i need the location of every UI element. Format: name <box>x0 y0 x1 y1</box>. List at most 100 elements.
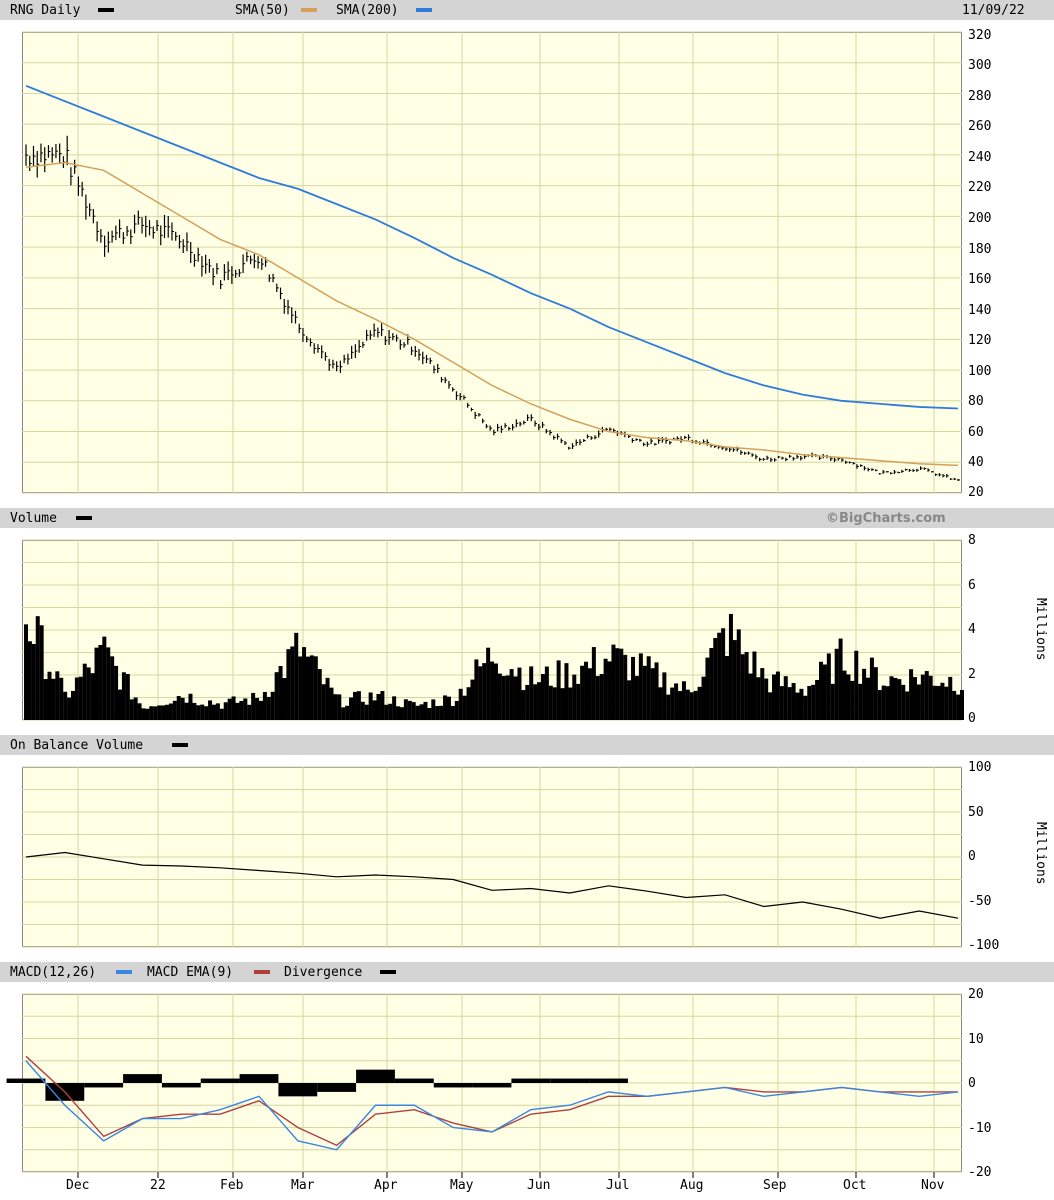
price-legend-swatch <box>98 8 114 12</box>
volume-bar <box>681 681 686 720</box>
volume-bar <box>333 694 338 720</box>
volume-bar <box>490 661 495 720</box>
volume-bar <box>501 675 506 720</box>
divergence-bar <box>200 1078 240 1083</box>
volume-bar <box>317 669 322 720</box>
volume-bar <box>826 653 831 720</box>
volume-bar <box>842 670 847 720</box>
volume-bar <box>184 702 189 720</box>
volume-bar <box>556 660 561 720</box>
volume-bar <box>772 674 777 720</box>
volume-bar <box>454 700 459 720</box>
volume-bar <box>458 688 463 720</box>
volume-bar <box>631 656 636 720</box>
volume-bar <box>552 687 557 720</box>
volume-bar <box>364 704 369 720</box>
volume-bar <box>266 696 271 720</box>
price-y-tick: 240 <box>968 150 992 165</box>
volume-bar <box>697 686 702 720</box>
volume-bar <box>392 696 397 720</box>
volume-bar <box>423 701 428 720</box>
volume-bar <box>736 629 741 720</box>
volume-bar <box>43 679 48 720</box>
volume-bar <box>509 669 514 720</box>
volume-bar <box>470 679 475 720</box>
volume-bar <box>384 704 389 720</box>
volume-bar <box>403 699 408 720</box>
volume-bar <box>235 702 240 720</box>
volume-bar <box>584 661 589 720</box>
volume-bar <box>196 705 201 720</box>
macd-y-tick: -20 <box>968 1165 992 1180</box>
volume-bar <box>529 666 534 720</box>
price-y-tick: 60 <box>968 425 984 440</box>
divergence-bar <box>123 1074 162 1083</box>
volume-bar <box>928 675 933 720</box>
volume-bar <box>540 673 545 720</box>
chart-date: 11/09/22 <box>962 3 1025 18</box>
volume-bar <box>55 671 60 720</box>
volume-bar <box>24 624 28 720</box>
volume-bar <box>705 657 710 720</box>
volume-bar <box>211 704 216 720</box>
volume-bar <box>133 697 138 720</box>
volume-bar <box>274 672 279 720</box>
volume-bar <box>791 683 796 720</box>
volume-bar <box>866 677 871 720</box>
volume-bar <box>936 685 941 720</box>
volume-bar <box>98 644 103 720</box>
volume-bar <box>807 686 812 720</box>
volume-bar <box>619 648 624 720</box>
divergence-bar <box>84 1083 124 1088</box>
volume-bar <box>783 676 788 720</box>
volume-bar <box>399 707 404 720</box>
macd-ema-legend-swatch <box>254 970 270 974</box>
volume-bar <box>646 656 651 720</box>
volume-bar <box>850 680 855 720</box>
volume-bar <box>799 688 804 720</box>
volume-bar <box>192 702 197 720</box>
price-y-tick: 160 <box>968 272 992 287</box>
x-tick-month: Nov <box>921 1178 945 1193</box>
obv-line <box>25 851 959 919</box>
divergence-bar <box>511 1078 551 1083</box>
volume-bar <box>286 649 291 720</box>
volume-bar <box>290 646 295 720</box>
volume-bar <box>748 673 753 720</box>
sma200-line <box>25 84 959 410</box>
volume-bar <box>650 668 655 720</box>
volume-bar <box>270 691 275 720</box>
volume-bar <box>497 673 502 720</box>
volume-bar <box>180 697 185 720</box>
price-y-tick: 20 <box>968 485 984 500</box>
x-tick-month: 22 <box>150 1178 166 1193</box>
volume-bar <box>901 684 906 720</box>
volume-bar <box>838 638 843 720</box>
volume-bar <box>916 684 921 720</box>
volume-bar <box>255 697 260 720</box>
price-y-tick: 200 <box>968 211 992 226</box>
price-y-tick: 80 <box>968 394 984 409</box>
volume-bar <box>709 648 714 720</box>
x-tick-month: Dec <box>66 1178 90 1193</box>
volume-bar <box>544 666 549 720</box>
volume-bar <box>834 648 839 720</box>
volume-bar <box>905 691 910 720</box>
volume-bar <box>368 692 373 720</box>
volume-bar <box>564 663 569 720</box>
volume-bar <box>744 652 749 720</box>
price-panel-header: RNG Daily SMA(50) SMA(200) 11/09/22 <box>0 0 1054 20</box>
volume-bar <box>920 674 925 720</box>
volume-bar <box>674 683 679 720</box>
volume-bar <box>262 691 267 720</box>
volume-bar <box>670 687 675 720</box>
volume-bar <box>482 663 487 720</box>
volume-bar <box>822 664 827 720</box>
volume-bar <box>795 692 800 720</box>
volume-bar <box>803 695 808 720</box>
volume-bar <box>634 675 639 720</box>
volume-y-tick: 0 <box>968 711 976 726</box>
obv-panel-header: On Balance Volume <box>0 735 1054 755</box>
volume-bar <box>740 654 745 720</box>
